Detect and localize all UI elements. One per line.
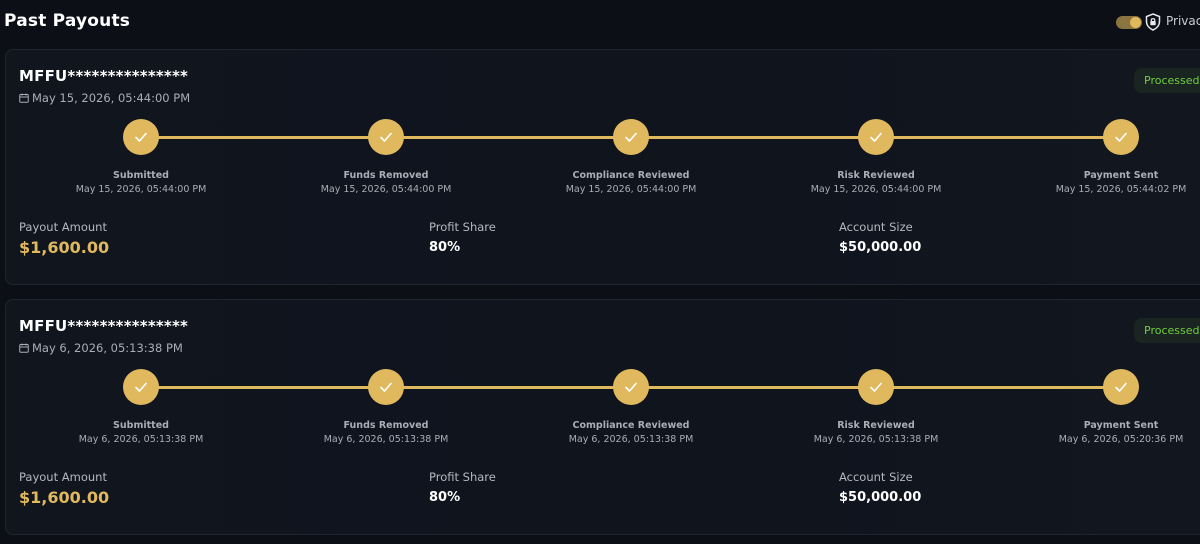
status-badge: Processed — [1134, 68, 1200, 93]
account-size-label: Account Size — [839, 220, 913, 234]
payout-date: May 15, 2026, 05:44:00 PM — [19, 90, 190, 106]
check-icon — [1115, 382, 1127, 392]
step-date: May 6, 2026, 05:13:38 PM — [568, 434, 694, 445]
payout-amount-value: $1,600.00 — [19, 238, 110, 257]
account-size-value: $50,000.00 — [839, 490, 922, 505]
step-label: Compliance Reviewed — [572, 420, 690, 431]
payout-date-text: May 6, 2026, 05:13:38 PM — [32, 341, 183, 355]
page-title: Past Payouts — [4, 11, 131, 31]
step-check — [858, 119, 894, 155]
step-date: May 6, 2026, 05:13:38 PM — [323, 434, 449, 445]
shield-lock-icon — [1145, 13, 1161, 31]
timeline-step-compliance-reviewed: Compliance Reviewed May 6, 2026, 05:13:3… — [551, 368, 711, 458]
account-size-label: Account Size — [839, 470, 913, 484]
timeline-step-compliance-reviewed: Compliance Reviewed May 15, 2026, 05:44:… — [551, 118, 711, 208]
profit-share-value: 80% — [429, 240, 461, 255]
step-label: Compliance Reviewed — [572, 170, 690, 181]
step-date: May 6, 2026, 05:13:38 PM — [813, 434, 939, 445]
step-check — [368, 369, 404, 405]
timeline-step-payment-sent: Payment Sent May 6, 2026, 05:20:36 PM — [1041, 368, 1200, 458]
payout-card: MFFU*************** May 6, 2026, 05:13:3… — [5, 299, 1200, 535]
payout-timeline: Submitted May 15, 2026, 05:44:00 PM Fund… — [6, 118, 1200, 208]
timeline-step-submitted: Submitted May 15, 2026, 05:44:00 PM — [61, 118, 221, 208]
check-icon — [625, 132, 637, 142]
payout-amount: Payout Amount $1,600.00 — [19, 220, 109, 257]
step-check — [613, 119, 649, 155]
payout-amount-value: $1,600.00 — [19, 488, 110, 507]
step-date: May 15, 2026, 05:44:00 PM — [75, 184, 207, 195]
payout-amount: Payout Amount $1,600.00 — [19, 470, 109, 507]
step-label: Funds Removed — [343, 420, 429, 431]
step-label: Submitted — [113, 170, 169, 181]
step-check — [1103, 369, 1139, 405]
status-badge: Processed — [1134, 318, 1200, 343]
profit-share-label: Profit Share — [429, 470, 496, 484]
check-icon — [135, 132, 147, 142]
step-check — [613, 369, 649, 405]
check-icon — [625, 382, 637, 392]
step-label: Submitted — [113, 420, 169, 431]
toggle-knob — [1130, 17, 1141, 28]
payout-date: May 6, 2026, 05:13:38 PM — [19, 340, 183, 356]
step-check — [858, 369, 894, 405]
account-size-value: $50,000.00 — [839, 240, 922, 255]
timeline-step-risk-reviewed: Risk Reviewed May 15, 2026, 05:44:00 PM — [796, 118, 956, 208]
step-label: Payment Sent — [1083, 420, 1159, 431]
step-date: May 15, 2026, 05:44:00 PM — [810, 184, 942, 195]
profit-share: Profit Share 80% — [429, 220, 496, 255]
step-date: May 15, 2026, 05:44:00 PM — [565, 184, 697, 195]
calendar-icon — [19, 93, 29, 103]
check-icon — [135, 382, 147, 392]
step-date: May 6, 2026, 05:20:36 PM — [1058, 434, 1184, 445]
profit-share-value: 80% — [429, 490, 461, 505]
page-header: Past Payouts Privac — [0, 0, 1200, 46]
check-icon — [870, 382, 882, 392]
account-id: MFFU*************** — [19, 317, 189, 335]
profit-share: Profit Share 80% — [429, 470, 496, 505]
payout-amount-label: Payout Amount — [19, 220, 107, 234]
timeline-step-risk-reviewed: Risk Reviewed May 6, 2026, 05:13:38 PM — [796, 368, 956, 458]
account-size: Account Size $50,000.00 — [839, 220, 921, 255]
step-check — [123, 119, 159, 155]
step-date: May 15, 2026, 05:44:02 PM — [1055, 184, 1187, 195]
payout-date-text: May 15, 2026, 05:44:00 PM — [32, 91, 191, 105]
check-icon — [1115, 132, 1127, 142]
step-label: Risk Reviewed — [837, 420, 915, 431]
timeline-step-submitted: Submitted May 6, 2026, 05:13:38 PM — [61, 368, 221, 458]
payout-amount-label: Payout Amount — [19, 470, 107, 484]
timeline-step-funds-removed: Funds Removed May 15, 2026, 05:44:00 PM — [306, 118, 466, 208]
step-date: May 15, 2026, 05:44:00 PM — [320, 184, 452, 195]
account-size: Account Size $50,000.00 — [839, 470, 921, 505]
timeline-step-funds-removed: Funds Removed May 6, 2026, 05:13:38 PM — [306, 368, 466, 458]
privacy-toggle[interactable] — [1116, 16, 1142, 29]
account-id: MFFU*************** — [19, 67, 189, 85]
payout-card: MFFU*************** May 15, 2026, 05:44:… — [5, 49, 1200, 285]
step-label: Risk Reviewed — [837, 170, 915, 181]
payout-timeline: Submitted May 6, 2026, 05:13:38 PM Funds… — [6, 368, 1200, 458]
calendar-icon — [19, 343, 29, 353]
check-icon — [870, 132, 882, 142]
step-date: May 6, 2026, 05:13:38 PM — [78, 434, 204, 445]
profit-share-label: Profit Share — [429, 220, 496, 234]
step-label: Funds Removed — [343, 170, 429, 181]
privacy-label: Privac — [1166, 14, 1200, 28]
check-icon — [380, 382, 392, 392]
step-label: Payment Sent — [1083, 170, 1159, 181]
step-check — [123, 369, 159, 405]
step-check — [368, 119, 404, 155]
check-icon — [380, 132, 392, 142]
timeline-step-payment-sent: Payment Sent May 15, 2026, 05:44:02 PM — [1041, 118, 1200, 208]
step-check — [1103, 119, 1139, 155]
